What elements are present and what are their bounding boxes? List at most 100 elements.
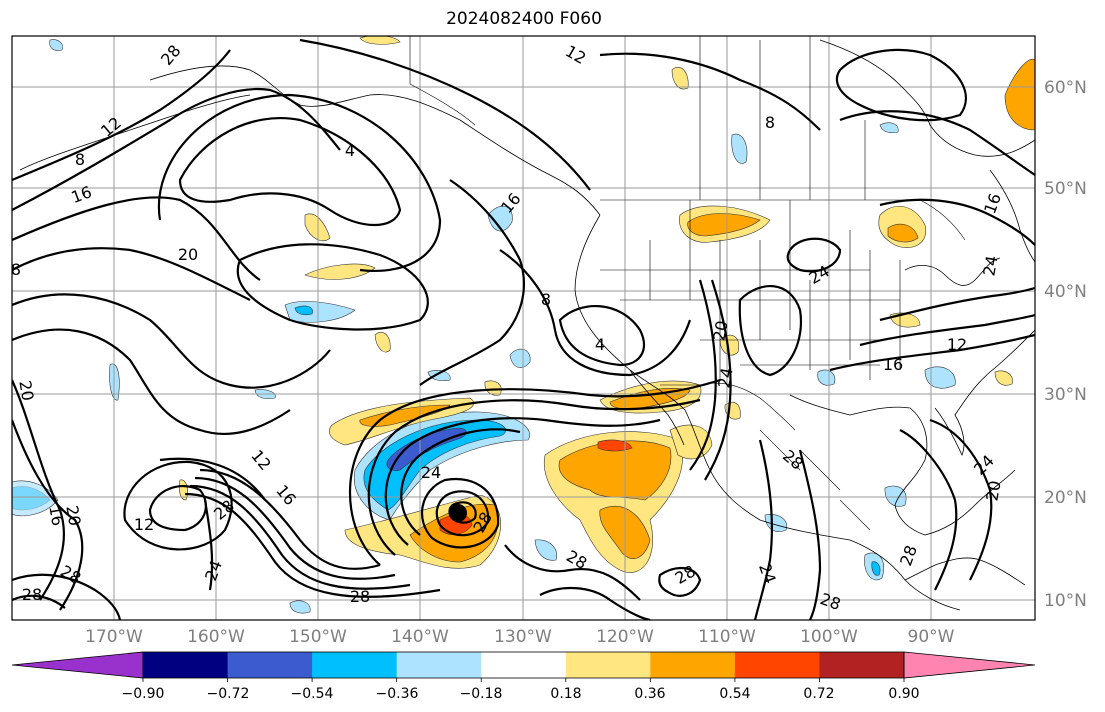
- lat-label-10n: 10°N: [1044, 591, 1087, 611]
- contour-nw-12: [12, 88, 341, 211]
- negative-anomaly-cmx: [764, 514, 788, 532]
- contour-label-24-east: 24: [979, 254, 1001, 277]
- contour-label-28-band: 28: [350, 587, 370, 606]
- coastline-alaska: [149, 65, 601, 216]
- colorbar-label-9: 0.90: [888, 686, 919, 702]
- contour-plains-loop: [786, 237, 842, 273]
- contour-label-12-se: 12: [947, 335, 967, 354]
- negative-anomaly-east: [924, 366, 956, 389]
- colorbar-label-1: −0.72: [207, 686, 250, 702]
- contour-plains-24: [738, 285, 803, 377]
- contour-label-20-gulf: 20: [982, 479, 1004, 502]
- negative-anomaly-nw: [49, 39, 63, 51]
- colorbar-bin-0: [143, 652, 229, 678]
- contour-label-28-nw: 28: [157, 41, 185, 69]
- coastline-labrador: [989, 169, 1035, 263]
- contour-storm-ring-1: [448, 501, 477, 524]
- contour-storm-ring-2: [435, 490, 490, 537]
- negative-anomaly-coast: [509, 348, 531, 368]
- map-frame: [11, 35, 1036, 621]
- negative-anomaly-pac-mid2: [427, 370, 451, 382]
- contour-mex-28: [798, 449, 822, 620]
- positive-anomaly-pac-west: [374, 331, 391, 353]
- contour-storm-ring-3: [420, 477, 500, 549]
- contour-band-5: [159, 457, 266, 501]
- contour-label-4-goa: 4: [345, 141, 355, 160]
- contour-storm-spiral-1: [400, 428, 521, 536]
- contour-label-8-pac: 8: [541, 290, 551, 309]
- positive-anomaly-pac-mid: [304, 263, 376, 280]
- positive-anomaly-nyc: [994, 370, 1013, 386]
- contour-trop-24: [203, 499, 214, 591]
- colorbar-label-5: 0.18: [550, 686, 581, 702]
- contour-band-4: [184, 492, 441, 598]
- positive-anomaly-south-red: [597, 439, 633, 452]
- contour-s-28-2: [658, 567, 702, 597]
- negative-anomaly-pac-north-core: [294, 305, 313, 316]
- contour-trop-loop-1: [123, 460, 233, 551]
- positive-anomaly-south-core: [558, 440, 672, 501]
- contour-label-8-w: 8: [11, 260, 21, 279]
- longitude-axis: 170°W 160°W 150°W 140°W 130°W 120°W 110°…: [85, 627, 955, 647]
- contour-pac-16: [419, 179, 525, 386]
- lat-label-30n: 30°N: [1044, 385, 1087, 405]
- contour-storm-outer: [504, 544, 641, 601]
- contour-label-20-wsw2: 20: [62, 504, 84, 527]
- lon-label-150w: 150°W: [289, 627, 347, 647]
- contour-west-12: [12, 293, 331, 389]
- contour-label-24-storm: 24: [421, 463, 441, 482]
- contour-label-28-s2: 28: [672, 561, 699, 588]
- border-states-2: [600, 269, 900, 366]
- map-panel: [12, 36, 1035, 620]
- graticule: [12, 36, 1035, 620]
- contour-ne-16: [829, 333, 1035, 372]
- positive-anomaly-nrockies-core: [687, 213, 761, 237]
- colorbar-over-arrow: [903, 651, 1036, 679]
- positive-anomaly-ontario-core: [887, 223, 919, 243]
- contour-canada-loop: [835, 48, 967, 122]
- contour-label-28-s4: 28: [896, 543, 921, 569]
- contour-label-12-trop: 12: [134, 515, 154, 534]
- colorbar-bin-5: [565, 652, 651, 678]
- lon-label-140w: 140°W: [391, 627, 449, 647]
- contour-label-12-band: 12: [247, 446, 275, 474]
- contour-goa-8: [157, 93, 442, 272]
- anomaly-shading: [12, 36, 1035, 614]
- coastline-central-america: [904, 557, 1026, 586]
- contour-label-28-mex: 28: [779, 446, 807, 474]
- coastline-hudson: [819, 39, 1035, 157]
- border-mexico-states: [759, 429, 871, 531]
- contour-label-24-trop: 24: [201, 558, 226, 584]
- contour-canada-8: [599, 52, 821, 131]
- lat-label-60n: 60°N: [1044, 78, 1087, 98]
- contour-sw-28-a: [12, 573, 122, 620]
- lon-label-100w: 100°W: [800, 627, 858, 647]
- contour-pac-8: [499, 249, 692, 377]
- lon-label-120w: 120°W: [596, 627, 654, 647]
- border-alaska-canada: [409, 36, 476, 126]
- negative-anomaly-hudson: [879, 122, 899, 134]
- colorbar-bin-4: [481, 652, 567, 678]
- negative-anomaly-gulf: [884, 485, 907, 507]
- contour-s-28-1: [539, 586, 651, 620]
- contour-nw-8: [12, 49, 231, 182]
- lat-label-50n: 50°N: [1044, 179, 1087, 199]
- colorbar-label-8: 0.72: [803, 686, 834, 702]
- contour-canada-16: [879, 198, 1035, 246]
- lon-label-90w: 90°W: [908, 627, 955, 647]
- colorbar-bins: [143, 652, 905, 678]
- negative-anomaly-mx-coast: [534, 539, 558, 561]
- colorbar-label-0: −0.90: [122, 686, 165, 702]
- contour-storm-spiral-2: [384, 417, 661, 546]
- contour-label-28-sw2: 28: [22, 585, 42, 604]
- contour-canada-12: [839, 110, 1035, 176]
- colorbar-bin-1: [227, 652, 313, 678]
- colorbar-bin-6: [650, 652, 736, 678]
- contour-label-28-s3: 28: [818, 589, 844, 614]
- contour-label-12-nw: 12: [97, 113, 125, 141]
- contour-trop-loop-2: [148, 485, 207, 532]
- negative-anomaly-gulf-east: [817, 369, 836, 386]
- coastline-baja: [629, 369, 685, 446]
- lon-label-130w: 130°W: [494, 627, 552, 647]
